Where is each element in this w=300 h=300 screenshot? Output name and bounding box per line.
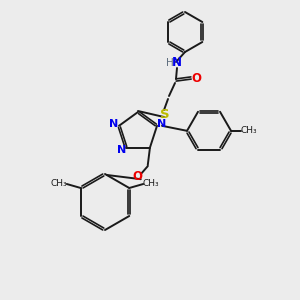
Text: O: O xyxy=(191,71,201,85)
Text: CH₃: CH₃ xyxy=(143,178,160,188)
Text: N: N xyxy=(110,119,118,129)
Text: O: O xyxy=(133,170,143,183)
Text: N: N xyxy=(117,145,126,155)
Text: H: H xyxy=(166,58,174,68)
Text: S: S xyxy=(160,107,170,121)
Text: CH₃: CH₃ xyxy=(241,126,257,135)
Text: N: N xyxy=(158,119,166,129)
Text: N: N xyxy=(172,56,182,70)
Text: CH₃: CH₃ xyxy=(50,178,67,188)
